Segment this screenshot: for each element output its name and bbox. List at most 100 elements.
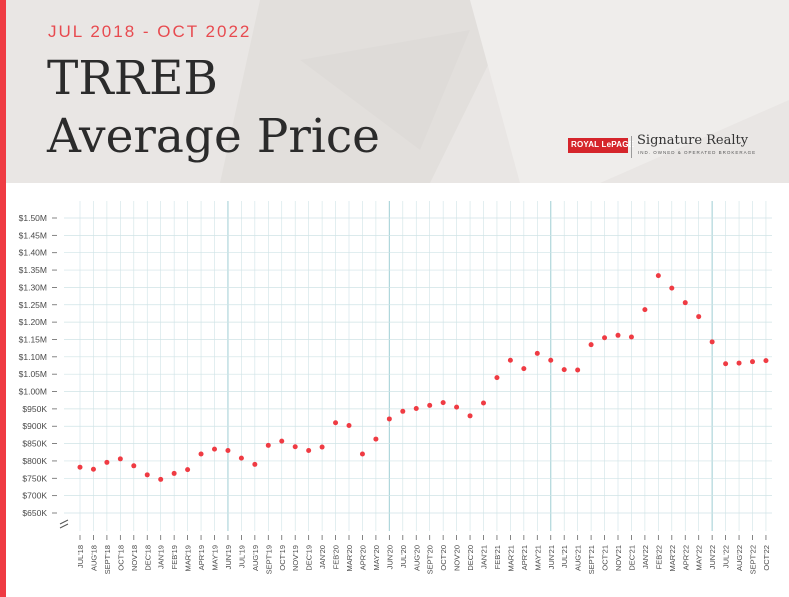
- data-point: [642, 307, 648, 313]
- x-tick-label: MAR'21: [506, 545, 515, 571]
- x-tick-label: APR'21: [520, 545, 529, 570]
- x-tick-label: AUG'19: [251, 545, 260, 571]
- x-tick-label: APR'22: [681, 545, 690, 570]
- y-tick-label: $1.00M: [19, 387, 47, 397]
- data-point: [763, 358, 769, 364]
- royal-lepage-logo: ROYAL LePAGE: [568, 138, 634, 153]
- background-pattern: [220, 0, 789, 183]
- data-point: [696, 314, 702, 320]
- x-tick-label: JAN'19: [157, 545, 166, 569]
- y-tick-label: $850K: [22, 439, 47, 449]
- x-tick-label: JUN'19: [224, 545, 233, 569]
- data-point: [750, 359, 755, 365]
- data-point: [333, 420, 339, 426]
- x-tick-label: JAN'21: [480, 545, 489, 569]
- data-point: [373, 436, 379, 442]
- x-tick-label: SEPT'21: [587, 545, 596, 574]
- x-tick-label: DEC'19: [305, 545, 314, 571]
- data-point: [481, 400, 486, 406]
- data-point: [265, 442, 271, 448]
- data-point: [467, 413, 473, 419]
- date-range: JUL 2018 - OCT 2022: [48, 22, 252, 41]
- data-point: [104, 459, 110, 465]
- data-point: [238, 455, 244, 461]
- x-tick-label: JUN'20: [385, 545, 394, 569]
- y-tick-label: $1.15M: [19, 334, 47, 344]
- price-chart: $650K $700K $750K $800K $850K $900K $950K $1.00…: [19, 201, 772, 574]
- data-point: [427, 402, 433, 408]
- x-tick-label: NOV'19: [291, 545, 300, 571]
- data-point: [534, 350, 540, 356]
- x-tick-label: AUG'21: [574, 545, 583, 571]
- x-tick-label: MAY'22: [695, 545, 704, 570]
- data-point: [507, 357, 513, 363]
- data-point: [454, 404, 460, 410]
- y-tick-label: $900K: [22, 421, 47, 431]
- y-tick-label: $750K: [22, 473, 47, 483]
- brand-name: Signature Realty: [637, 133, 749, 148]
- data-point: [346, 423, 352, 429]
- x-tick-label: AUG'20: [412, 545, 421, 571]
- y-tick-label: $1.25M: [19, 300, 47, 310]
- x-tick-label: MAY'20: [372, 545, 381, 570]
- x-tick-label: NOV'18: [130, 545, 139, 571]
- data-point: [615, 332, 621, 338]
- axis-break-mark: [59, 523, 69, 529]
- data-point: [682, 300, 688, 306]
- y-tick-label: $800K: [22, 456, 47, 466]
- data-point: [575, 367, 581, 373]
- x-tick-label: FEB'21: [493, 545, 502, 569]
- x-tick-label: JUL'18: [76, 545, 85, 568]
- data-point: [225, 448, 231, 454]
- data-point: [292, 444, 298, 450]
- x-tick-label: OCT'20: [439, 545, 448, 571]
- x-tick-label: OCT'22: [762, 545, 771, 571]
- page-title-line2: Average Price: [47, 109, 380, 164]
- y-tick-label: $1.20M: [19, 317, 47, 327]
- data-point: [440, 400, 446, 406]
- data-point: [117, 456, 123, 462]
- y-tick-label: $1.40M: [19, 248, 47, 258]
- x-tick-label: DEC'20: [466, 545, 475, 571]
- x-tick-label: FEB'22: [654, 545, 663, 569]
- data-point: [359, 451, 365, 457]
- brand-tagline: IND. OWNED & OPERATED BROKERAGE: [638, 150, 757, 155]
- data-point: [77, 464, 83, 470]
- y-tick-label: $1.50M: [19, 213, 47, 223]
- data-point: [319, 444, 325, 450]
- data-point: [561, 367, 567, 373]
- x-tick-label: OCT'19: [278, 545, 287, 571]
- x-tick-label: SEPT'18: [103, 545, 112, 574]
- x-tick-label: SEPT'22: [749, 545, 758, 574]
- y-tick-label: $650K: [22, 508, 47, 518]
- x-tick-label: MAY'21: [533, 545, 542, 570]
- y-tick-label: $1.30M: [19, 282, 47, 292]
- data-point: [628, 334, 634, 340]
- x-tick-label: JAN'22: [641, 545, 650, 569]
- header-banner: JUL 2018 - OCT 2022 TRREB Average Price …: [0, 0, 789, 183]
- data-point: [171, 470, 177, 476]
- data-point: [548, 357, 554, 363]
- page-title-line1: TRREB: [47, 51, 218, 106]
- x-tick-label: MAR'22: [668, 545, 677, 571]
- x-tick-label: APR'19: [197, 545, 206, 570]
- data-point: [306, 448, 312, 454]
- x-tick-label: SEPT'19: [264, 545, 273, 574]
- data-point: [279, 438, 285, 444]
- data-point: [158, 476, 164, 482]
- x-tick-label: AUG'22: [735, 545, 744, 571]
- x-tick-label: JAN'20: [318, 545, 327, 569]
- data-point: [588, 342, 594, 348]
- y-tick-label: $700K: [22, 491, 47, 501]
- brand-divider: [631, 136, 632, 158]
- data-point: [131, 463, 137, 469]
- x-tick-label: JUN'22: [708, 545, 717, 569]
- axis-break-mark: [59, 519, 69, 525]
- x-tick-label: JUL'20: [399, 545, 408, 568]
- x-tick-label: JUL'21: [560, 545, 569, 568]
- y-tick-label: $950K: [22, 404, 47, 414]
- x-tick-label: DEC'21: [627, 545, 636, 571]
- x-tick-label: FEB'19: [170, 545, 179, 569]
- y-tick-label: $1.10M: [19, 352, 47, 362]
- x-tick-label: FEB'20: [332, 545, 341, 569]
